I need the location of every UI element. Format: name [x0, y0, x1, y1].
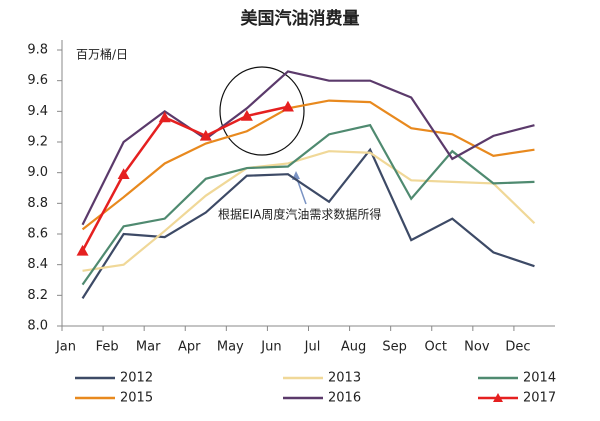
x-tick-label: Sep [382, 340, 407, 355]
x-tick-label: Apr [178, 340, 201, 355]
series-line [81, 70, 535, 226]
x-tick-label: Nov [464, 340, 490, 355]
legend-label: 2015 [120, 391, 153, 406]
y-unit-label: 百万桶/日 [76, 47, 128, 62]
series-line [81, 105, 289, 252]
y-tick-label: 8.8 [27, 196, 48, 211]
y-tick-label: 9.4 [27, 104, 48, 119]
series-line [81, 147, 535, 299]
series-line [82, 150, 536, 272]
legend-marker [493, 393, 503, 402]
point-marker [281, 100, 294, 112]
x-tick-label: Oct [425, 340, 447, 355]
legend-label: 2014 [523, 371, 556, 386]
y-tick-label: 9.2 [27, 135, 48, 150]
y-tick-label: 8.4 [27, 257, 48, 272]
legend-label: 2013 [328, 371, 361, 386]
annotation: 根据EIA周度汽油需求数据所得 [218, 207, 381, 222]
x-tick-label: Aug [341, 340, 366, 355]
y-tick-label: 8.6 [27, 227, 48, 242]
point-marker [199, 129, 212, 141]
x-tick-label: Jul [304, 340, 321, 355]
legend-label: 2012 [120, 371, 153, 386]
legend-label: 2017 [523, 391, 556, 406]
y-tick-label: 8.2 [27, 288, 48, 303]
series-line [81, 123, 535, 286]
y-tick-label: 8.0 [27, 319, 48, 334]
point-marker [76, 244, 89, 256]
x-tick-label: Dec [505, 340, 530, 355]
legend-label: 2016 [328, 391, 361, 406]
x-tick-label: Mar [136, 340, 161, 355]
x-tick-label: Feb [96, 340, 119, 355]
point-marker [158, 111, 171, 123]
y-tick-label: 9.8 [27, 43, 48, 58]
x-tick-label: May [217, 340, 244, 355]
highlight-ellipse [219, 66, 305, 156]
y-tick-label: 9.0 [27, 165, 48, 180]
y-tick-label: 9.6 [27, 73, 48, 88]
x-tick-label: Jan [55, 340, 76, 355]
x-tick-label: Jun [260, 340, 281, 355]
point-marker [240, 109, 253, 121]
point-marker [117, 168, 130, 179]
series-line [81, 99, 535, 231]
chart-title: 美国汽油消费量 [241, 8, 360, 29]
